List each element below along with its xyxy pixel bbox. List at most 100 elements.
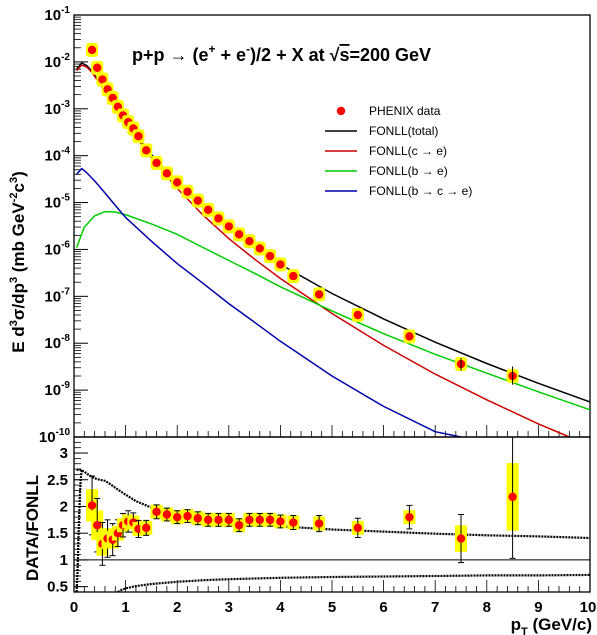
ratio-point	[255, 515, 264, 525]
ratio-point	[224, 515, 233, 525]
legend-item-0: PHENIX data	[336, 104, 441, 118]
data-point	[276, 260, 285, 269]
data-point	[405, 332, 414, 341]
ratio-point	[314, 519, 324, 528]
ratio-point	[456, 534, 466, 543]
data-point	[98, 75, 107, 84]
data-point	[142, 146, 151, 155]
data-point	[87, 45, 97, 55]
y-tick-label: 3	[60, 445, 68, 462]
y-tick-label: 0.5	[47, 579, 68, 596]
top-panel: 10-10 10-9 10-8 10-7 10-6 10-5 10-4 10-3 10-2 10-…	[8, 5, 591, 446]
plot-title: p+p → (e+ + e-)/2 + X at √s=200 GeV	[132, 42, 431, 65]
y-tick-label: 10-3	[44, 99, 70, 118]
ratio-point	[193, 514, 203, 523]
y-tick-label: 10-5	[44, 193, 70, 212]
ratio-point	[353, 523, 362, 533]
ratio-point	[203, 515, 213, 525]
y-tick-label: 2	[60, 498, 68, 515]
top-y-axis-title: E d3σ/dp3 (mb GeV-2c3)	[8, 171, 28, 353]
curve-fonll-b-e-	[75, 210, 591, 411]
x-tick-label: 7	[431, 599, 439, 616]
legend-label: PHENIX data	[369, 104, 441, 118]
data-point	[183, 187, 192, 196]
y-tick-label: 10-9	[44, 380, 70, 399]
x-tick-label: 8	[483, 599, 491, 616]
ratio-point	[183, 511, 192, 521]
top-data-points	[86, 42, 519, 385]
y-tick-label: 2.5	[47, 472, 68, 489]
top-y-tick-labels: 10-10 10-9 10-8 10-7 10-6 10-5 10-4 10-3 10-2 10-…	[39, 5, 71, 446]
legend-item-1: FONLL(total)	[325, 124, 438, 138]
legend-label: FONLL(c → e)	[369, 144, 447, 158]
x-axis-title: pT (GeV/c)	[511, 615, 592, 635]
legend-item-2: FONLL(c → e)	[325, 144, 447, 158]
data-point	[245, 236, 254, 246]
ratio-point	[508, 492, 517, 502]
bottom-panel: 0.5 1 1.5 2 2.5 3 0 1 2 3 4 5 6 7 8 9 10 DATA/FONLL pT …	[23, 436, 597, 635]
ratio-point	[93, 520, 102, 530]
ratio-point	[152, 507, 161, 517]
data-point	[265, 251, 275, 261]
legend-label: FONLL(b → c → e)	[369, 184, 472, 198]
bottom-y-tick-labels: 0.5 1 1.5 2 2.5 3	[47, 445, 68, 596]
y-tick-label: 1.5	[47, 525, 68, 542]
x-tick-label: 5	[328, 599, 336, 616]
ratio-point	[276, 517, 285, 526]
legend: PHENIX data FONLL(total) FONLL(c → e) FONLL…	[325, 104, 472, 198]
ratio-point	[142, 523, 151, 533]
data-point	[224, 222, 233, 231]
data-point	[214, 214, 223, 223]
y-tick-label: 10-6	[44, 239, 70, 258]
bottom-x-tick-labels: 0 1 2 3 4 5 6 7 8 9 10	[70, 599, 597, 616]
ratio-point	[245, 515, 254, 525]
legend-label: FONLL(b → e)	[369, 164, 448, 178]
y-tick-label: 10-1	[44, 5, 70, 24]
y-tick-label: 10-10	[39, 427, 71, 446]
y-tick-label: 10-2	[44, 52, 70, 71]
top-x-ticks	[73, 425, 591, 437]
ratio-point	[234, 520, 244, 530]
x-tick-label: 1	[121, 599, 129, 616]
ratio-point	[162, 510, 172, 519]
x-tick-label: 9	[534, 599, 542, 616]
data-point	[193, 196, 203, 205]
curve-fonll-total-	[76, 61, 591, 403]
data-point	[203, 205, 213, 215]
curve-fonll-c-e-	[76, 64, 570, 438]
x-tick-label: 6	[379, 599, 387, 616]
legend-label: FONLL(total)	[369, 124, 438, 138]
legend-marker	[336, 106, 346, 116]
bottom-ticks	[73, 441, 591, 592]
band-lower-uncertainty-band	[117, 573, 591, 593]
y-tick-label: 10-4	[44, 146, 70, 165]
ratio-point	[214, 515, 223, 525]
data-point	[314, 290, 324, 299]
x-tick-label: 10	[580, 599, 597, 616]
x-tick-label: 0	[70, 599, 78, 616]
data-point	[173, 178, 182, 187]
data-point	[134, 132, 143, 141]
data-point	[152, 158, 161, 168]
band-steep-edge	[75, 469, 83, 593]
x-tick-label: 4	[276, 599, 285, 616]
bottom-y-axis-title: DATA/FONLL	[23, 475, 42, 581]
data-point	[162, 169, 172, 178]
ratio-point	[405, 512, 414, 522]
data-point	[255, 244, 264, 253]
ratio-point	[173, 512, 182, 522]
bottom-data-points	[86, 436, 519, 566]
legend-item-4: FONLL(b → c → e)	[325, 184, 472, 198]
x-tick-label: 2	[173, 599, 181, 616]
ratio-point	[87, 501, 97, 510]
data-point	[93, 63, 102, 72]
data-point	[289, 271, 298, 281]
x-tick-label: 3	[225, 599, 233, 616]
top-y-ticks	[74, 14, 88, 438]
y-tick-label: 10-7	[44, 286, 70, 305]
data-point	[353, 310, 362, 320]
ratio-point	[289, 518, 298, 527]
y-tick-label: 1	[60, 552, 68, 569]
legend-item-3: FONLL(b → e)	[325, 164, 448, 178]
